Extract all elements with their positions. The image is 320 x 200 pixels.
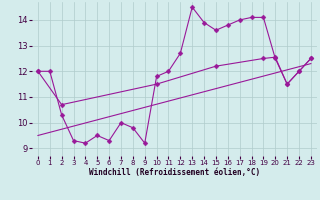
X-axis label: Windchill (Refroidissement éolien,°C): Windchill (Refroidissement éolien,°C) [89, 168, 260, 177]
